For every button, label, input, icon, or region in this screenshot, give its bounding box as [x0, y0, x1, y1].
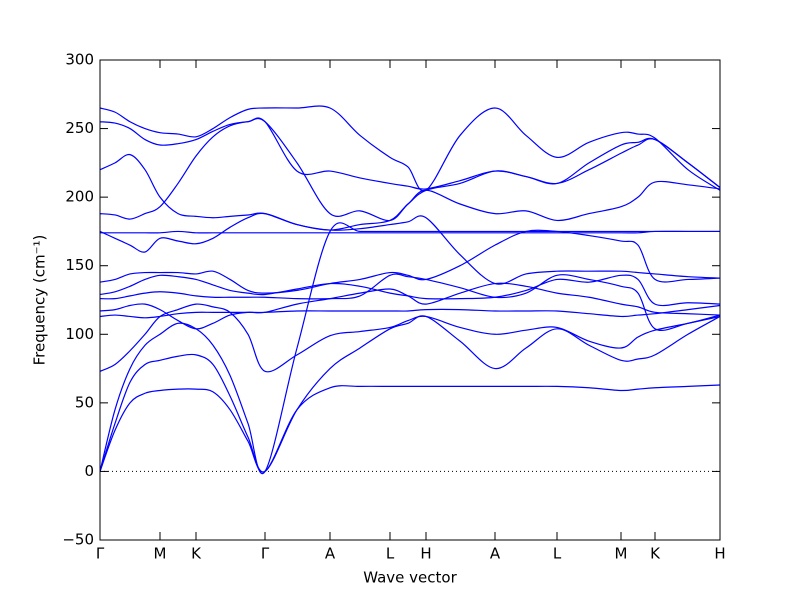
x-tick-label: L	[553, 545, 562, 563]
band-line	[100, 384, 720, 473]
band-line	[100, 303, 720, 373]
band-line	[100, 222, 720, 475]
x-tick-label: M	[615, 545, 628, 563]
y-tick-label: 200	[65, 188, 94, 206]
x-tick-label: A	[490, 545, 501, 563]
y-tick-label: −50	[62, 531, 94, 549]
x-tick-label: Γ	[261, 545, 270, 563]
plot-frame	[99, 59, 721, 541]
band-line	[100, 117, 720, 222]
x-axis-label: Wave vector	[363, 569, 457, 587]
x-tick-label: H	[420, 545, 431, 563]
band-line	[100, 105, 720, 192]
band-line	[100, 138, 720, 231]
x-tick-label: A	[325, 545, 336, 563]
x-tick-label: Γ	[96, 545, 105, 563]
x-tick-label: L	[386, 545, 395, 563]
band-line	[100, 117, 720, 190]
x-tick-label: H	[714, 545, 725, 563]
band-line	[100, 304, 720, 319]
y-tick-label: 100	[65, 325, 94, 343]
band-line	[100, 230, 720, 234]
x-tick-label: M	[154, 545, 167, 563]
y-tick-label: 50	[75, 393, 94, 411]
y-tick-label: 300	[65, 51, 94, 69]
x-tick-label: K	[191, 545, 202, 563]
band-line	[100, 274, 720, 307]
band-line	[100, 273, 720, 331]
y-tick-label: 250	[65, 119, 94, 137]
y-tick-label: 0	[84, 462, 94, 480]
x-tick-label: K	[650, 545, 661, 563]
band-line	[100, 315, 720, 473]
band-line	[100, 212, 720, 285]
band-line	[100, 282, 720, 330]
band-line	[100, 229, 720, 294]
y-axis-label: Frequency (cm⁻¹)	[31, 235, 49, 366]
y-tick-label: 150	[65, 256, 94, 274]
